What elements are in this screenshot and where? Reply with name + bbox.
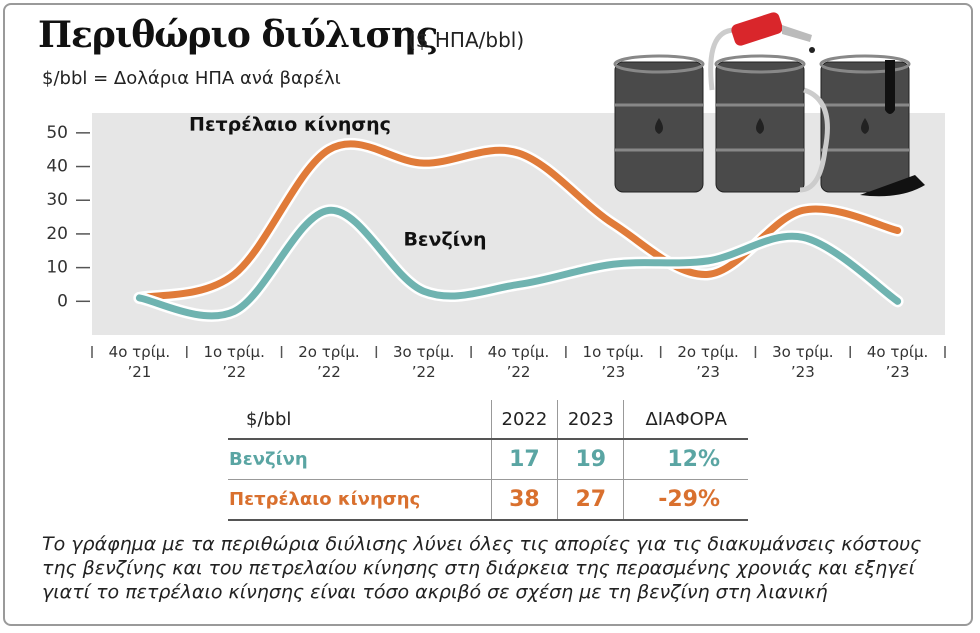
frame — [3, 3, 973, 626]
y-tick-label: 0 — [57, 291, 68, 311]
chart-subtitle: ($ ΗΠΑ/bbl) — [408, 28, 525, 52]
table-row: Πετρέλαιο κίνησης 38 27 -29% — [228, 479, 748, 521]
series-line — [135, 206, 902, 320]
barrels — [613, 12, 925, 197]
cell: 17 — [490, 439, 558, 480]
x-tick-label: 1ο τρίμ. ’22 — [203, 343, 265, 381]
cell: 19 — [557, 439, 624, 480]
x-tick-label: 3ο τρίμ. ’23 — [772, 343, 834, 381]
x-tick-label: 4ο τρίμ. ’23 — [866, 343, 929, 381]
y-tick-label: 50 — [46, 123, 68, 143]
cell: -29% — [623, 479, 748, 521]
table-header: $/bbl 2022 2023 ΔΙΑΦΟΡΑ — [228, 400, 748, 440]
cell: 27 — [557, 479, 624, 521]
y-tick-label: 10 — [46, 258, 68, 278]
cell: Πετρέλαιο κίνησης — [228, 479, 492, 521]
x-tick-label: 4ο τρίμ. ’22 — [487, 343, 550, 381]
header-cell: 2022 — [490, 400, 558, 440]
series-label: Βενζίνη — [403, 229, 486, 251]
x-tick-label: 1ο τρίμ. ’23 — [582, 343, 644, 381]
table-row: Βενζίνη 17 19 12% — [228, 439, 748, 480]
header-cell: ΔΙΑΦΟΡΑ — [623, 400, 748, 440]
header-cell: 2023 — [557, 400, 624, 440]
series-line — [135, 140, 902, 302]
header-cell: $/bbl — [228, 400, 492, 440]
data-table: $/bbl 2022 2023 ΔΙΑΦΟΡΑ Βενζίνη 17 19 12… — [228, 400, 748, 521]
series-label: Πετρέλαιο κίνησης — [189, 114, 391, 136]
x-tick-label: 2ο τρίμ. ’23 — [677, 343, 739, 381]
y-tick-label: 40 — [46, 157, 68, 177]
x-tick-label: 4ο τρίμ. ’21 — [108, 343, 171, 381]
y-tick-label: 20 — [46, 224, 68, 244]
cell: 38 — [490, 479, 558, 521]
cell: Βενζίνη — [228, 439, 492, 480]
caption: Το γράφημα με τα περιθώρια διύλισης λύνε… — [42, 533, 922, 603]
unit-note: $/bbl = Δολάρια ΗΠΑ ανά βαρέλι — [42, 68, 341, 89]
x-tick-label: 2ο τρίμ. ’22 — [298, 343, 360, 381]
chart-title: Περιθώριο διύλισης — [38, 14, 438, 56]
y-tick-label: 30 — [46, 190, 68, 210]
x-tick-label: 3ο τρίμ. ’22 — [393, 343, 455, 381]
cell: 12% — [623, 439, 748, 480]
plot-area — [92, 113, 945, 335]
